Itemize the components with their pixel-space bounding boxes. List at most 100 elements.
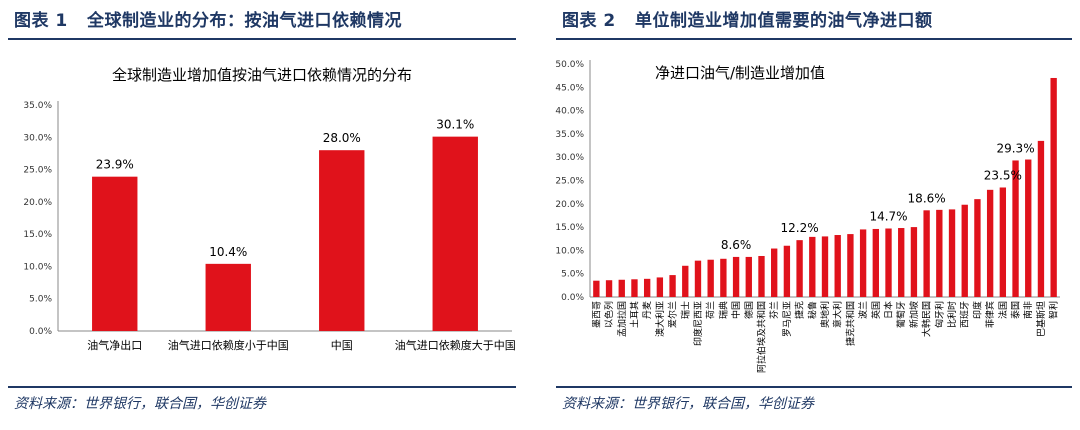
- bar-23: [885, 228, 892, 297]
- category-label: 油气净出口: [87, 338, 142, 352]
- figure-1-top-rule: [8, 38, 516, 40]
- bar-16: [796, 240, 803, 297]
- data-label: 18.6%: [908, 191, 946, 205]
- category-label: 捷克共和国: [844, 301, 856, 346]
- category-label: 土耳其: [628, 301, 640, 328]
- figure-1-label: 图表 1: [14, 11, 68, 31]
- bar-12: [745, 256, 752, 297]
- category-label: 丹麦: [641, 301, 653, 319]
- bar-31: [986, 189, 994, 297]
- y-tick-label: 10.0%: [555, 246, 584, 256]
- data-label: 23.5%: [984, 168, 1022, 182]
- bar-30: [974, 199, 981, 297]
- bar-0: [593, 280, 600, 297]
- y-tick-label: 35.0%: [555, 130, 584, 140]
- y-tick-label: 15.0%: [23, 230, 52, 240]
- bar-1: [605, 280, 613, 297]
- bar-9: [707, 259, 714, 297]
- bar-19: [834, 235, 841, 297]
- category-label: 墨西哥: [591, 301, 602, 328]
- category-label: 阿拉伯埃及共和国: [755, 301, 767, 373]
- data-label: 28.0%: [323, 131, 361, 145]
- bar-26: [923, 210, 930, 297]
- chart-1: 全球制造业增加值按油气进口依赖情况的分布 0.0% 5.0% 10.0% 15.0% 20…: [23, 66, 516, 352]
- bar-22: [872, 228, 879, 297]
- bar-8: [694, 260, 702, 297]
- y-tick-label: 40.0%: [555, 107, 584, 117]
- data-label: 14.7%: [869, 209, 907, 223]
- category-label: 印度: [971, 301, 983, 319]
- category-label: 捷克: [794, 301, 806, 319]
- bar-35: [1037, 140, 1045, 297]
- data-label: 23.9%: [96, 158, 134, 172]
- bar-13: [758, 255, 765, 297]
- data-label: 30.1%: [436, 118, 474, 132]
- y-tick-label: 50.0%: [555, 60, 584, 70]
- category-label: 意大利: [832, 301, 844, 328]
- category-label: 印度尼西亚: [692, 301, 704, 346]
- bar-11: [732, 256, 740, 297]
- bar-6: [669, 275, 676, 297]
- category-label: 菲律宾: [984, 301, 996, 328]
- category-label: 智利: [1048, 301, 1060, 319]
- category-label: 匈牙利: [933, 301, 945, 328]
- y-tick-label: 20.0%: [555, 200, 584, 210]
- category-label: 巴基斯坦: [1035, 301, 1047, 337]
- y-tick-label: 30.0%: [23, 133, 52, 143]
- bar-20: [847, 234, 854, 297]
- category-label: 瑞士: [679, 301, 691, 319]
- bar-3: [432, 136, 478, 331]
- data-label: 8.6%: [721, 238, 752, 252]
- chart-1-title: 全球制造业增加值按油气进口依赖情况的分布: [112, 66, 412, 84]
- bar-17: [809, 236, 816, 297]
- figure-2-bottom-rule: [556, 386, 1072, 388]
- y-tick-label: 0.0%: [561, 293, 584, 303]
- bar-29: [961, 204, 968, 297]
- bar-2: [618, 279, 625, 297]
- figure-1-source: 资料来源：世界银行，联合国，华创证券: [14, 396, 266, 412]
- category-label: 葡萄牙: [895, 301, 907, 328]
- category-label: 德国: [743, 301, 755, 319]
- category-label: 波兰: [857, 301, 869, 319]
- category-label: 油气进口依赖度大于中国: [395, 338, 516, 352]
- figure-1-title: 图表 1 全球制造业的分布：按油气进口依赖情况: [14, 6, 402, 31]
- y-tick-label: 15.0%: [555, 223, 584, 233]
- figure-1-panel: 图表 1 全球制造业的分布：按油气进口依赖情况 全球制造业增加值按油气进口依赖情…: [0, 0, 524, 430]
- figure-2-label: 图表 2: [562, 11, 616, 31]
- category-label: 荷兰: [705, 301, 717, 319]
- y-tick-label: 5.0%: [29, 295, 52, 305]
- category-label: 中国: [730, 301, 742, 319]
- category-label: 以色列: [603, 301, 615, 328]
- chart-2-title: 净进口油气/制造业增加值: [655, 64, 825, 82]
- bar-28: [948, 209, 956, 297]
- category-label: 芬兰: [768, 301, 780, 319]
- bar-33: [1012, 160, 1019, 297]
- bar-0: [92, 176, 138, 331]
- y-tick-label: 10.0%: [23, 262, 52, 272]
- category-label: 法国: [997, 301, 1009, 319]
- category-label: 秘鲁: [806, 301, 818, 319]
- figure-2-source: 资料来源：世界银行，联合国，华创证券: [562, 396, 814, 412]
- figure-2-heading: 单位制造业增加值需要的油气净进口额: [635, 11, 933, 31]
- y-tick-label: 20.0%: [23, 198, 52, 208]
- category-label: 泰国: [1010, 301, 1022, 319]
- bar-21: [859, 229, 867, 297]
- bar-2: [319, 150, 365, 331]
- bar-15: [783, 245, 791, 297]
- data-label: 12.2%: [781, 221, 819, 235]
- figure-2-panel: 图表 2 单位制造业增加值需要的油气净进口额 净进口油气/制造业增加值 0.0% 5…: [548, 0, 1080, 430]
- bar-18: [821, 236, 829, 297]
- bar-10: [720, 258, 727, 297]
- bar-34: [1025, 159, 1032, 297]
- bar-1: [205, 263, 251, 331]
- category-label: 澳大利亚: [654, 301, 666, 337]
- category-label: 比利时: [946, 301, 958, 328]
- category-label: 中国: [331, 339, 353, 352]
- bar-25: [910, 227, 918, 297]
- category-label: 新加坡: [908, 301, 920, 328]
- category-label: 油气进口依赖度小于中国: [168, 338, 289, 352]
- figure-2-title: 图表 2 单位制造业增加值需要的油气净进口额: [562, 6, 933, 31]
- category-label: 大韩民国: [921, 301, 933, 337]
- category-label: 孟加拉国: [616, 301, 628, 337]
- category-label: 南非: [1022, 301, 1034, 319]
